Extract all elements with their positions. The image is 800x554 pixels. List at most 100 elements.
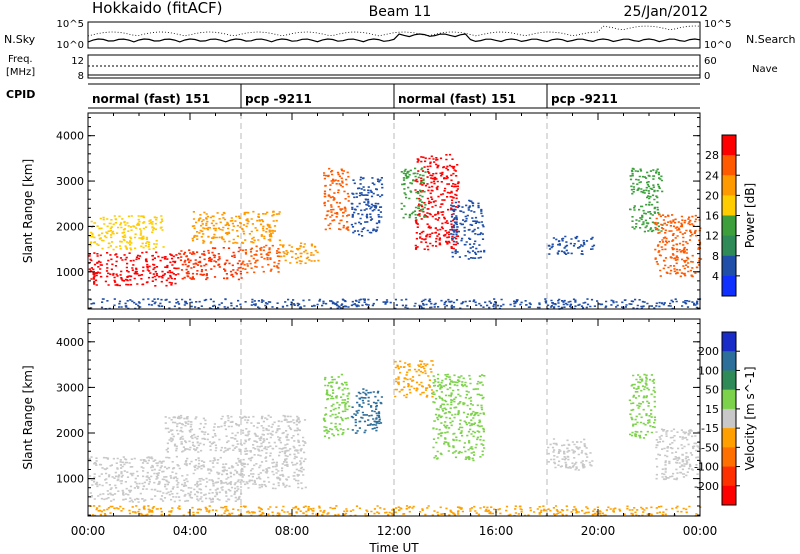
noise-panel: N.Sky 10^5 10^0 10^5 10^0 N.Search bbox=[4, 19, 796, 51]
colorbar-tick-label: 8 bbox=[712, 250, 719, 263]
colorbar-swatch bbox=[722, 466, 736, 487]
echo-region bbox=[400, 167, 427, 219]
echo-region bbox=[350, 388, 383, 434]
noise-right-tick-top: 10^5 bbox=[704, 19, 731, 30]
time-axis: 00:00 04:00 08:00 12:00 16:00 20:00 00:00 bbox=[71, 113, 718, 538]
echo-cells bbox=[547, 438, 594, 471]
colorbar-swatch bbox=[722, 135, 736, 156]
echo-region bbox=[88, 251, 180, 287]
colorbar-tick-label: -15 bbox=[701, 422, 719, 435]
echo-cells bbox=[450, 199, 486, 260]
echo-cells bbox=[394, 360, 435, 399]
nave-tick-bottom: 0 bbox=[704, 71, 710, 82]
x-tick-label: 08:00 bbox=[275, 524, 310, 538]
y-tick-label: 4000 bbox=[56, 130, 84, 143]
echo-region bbox=[88, 455, 244, 503]
echo-region bbox=[414, 153, 460, 251]
colorbar-swatch bbox=[722, 175, 736, 196]
echo-cells bbox=[241, 446, 307, 490]
echo-cells bbox=[414, 153, 460, 251]
colorbar-swatch bbox=[722, 351, 736, 371]
echo-cells bbox=[89, 215, 165, 251]
station-title: Hokkaido (fitACF) bbox=[92, 0, 223, 17]
colorbar-swatch bbox=[722, 389, 736, 410]
colorbar-swatch bbox=[722, 332, 736, 352]
noise-right-tick-bottom: 10^0 bbox=[704, 40, 731, 51]
echo-region bbox=[191, 210, 281, 244]
echo-region bbox=[394, 360, 435, 399]
colorbar-swatch bbox=[722, 255, 736, 277]
date-title: 25/Jan/2012 bbox=[624, 4, 708, 20]
x-tick-label: 12:00 bbox=[377, 524, 412, 538]
colorbar-tick-label: 4 bbox=[712, 270, 719, 283]
echo-cells bbox=[547, 235, 596, 255]
noise-panel-frame bbox=[87, 21, 701, 49]
echo-cells bbox=[322, 373, 351, 439]
echo-cells bbox=[177, 246, 243, 281]
colorbar-tick-label: -50 bbox=[701, 441, 719, 454]
cpid-segment-label: normal (fast) 151 bbox=[92, 92, 210, 106]
x-tick-label: 00:00 bbox=[683, 524, 718, 538]
echo-region bbox=[547, 235, 596, 255]
colorbar-tick-label: 24 bbox=[705, 169, 719, 182]
echo-cells bbox=[400, 167, 427, 219]
colorbar-swatch bbox=[722, 215, 736, 237]
y-axis-title: Slant Range [km] bbox=[21, 159, 35, 263]
colorbar-swatch bbox=[722, 408, 736, 429]
echo-cells bbox=[241, 244, 281, 274]
colorbar-tick-label: 28 bbox=[705, 149, 719, 162]
colorbar-swatch bbox=[722, 235, 736, 257]
freq-tick-bottom: 8 bbox=[78, 71, 84, 82]
echo-cells bbox=[350, 176, 384, 237]
echo-cells bbox=[432, 373, 486, 462]
freq-tick-top: 12 bbox=[71, 56, 84, 67]
nave-tick-top: 60 bbox=[704, 56, 717, 67]
echo-region bbox=[279, 242, 320, 265]
cpid-panel: CPID normal (fast) 151 pcp -9211 normal (f… bbox=[6, 83, 700, 109]
echo-region bbox=[90, 505, 702, 517]
y-tick-label: 3000 bbox=[56, 175, 84, 188]
colorbar-tick-label: 12 bbox=[705, 230, 719, 243]
cpid-label: CPID bbox=[6, 88, 35, 101]
y-tick-label: 2000 bbox=[56, 220, 84, 233]
colorbar-swatch bbox=[722, 195, 736, 216]
noise-right-label: N.Search bbox=[746, 33, 796, 46]
power-panel: 1000 2000 3000 4000 Slant Range [km] 28 24 20 16… bbox=[21, 112, 757, 310]
colorbar-swatch bbox=[722, 485, 736, 506]
echo-cells bbox=[164, 414, 307, 453]
x-tick-label: 20:00 bbox=[581, 524, 616, 538]
colorbar-tick-label: 16 bbox=[705, 210, 719, 223]
y-axis-title: Slant Range [km] bbox=[21, 365, 35, 469]
freq-label-1: Freq. bbox=[8, 54, 33, 65]
noise-left-tick-top: 10^5 bbox=[57, 19, 84, 30]
cpid-segments: normal (fast) 151 pcp -9211 normal (fast) … bbox=[92, 84, 618, 108]
echo-region bbox=[322, 373, 351, 439]
colorbar-swatch bbox=[722, 428, 736, 448]
echo-region bbox=[655, 428, 702, 481]
echo-cells bbox=[323, 167, 351, 231]
cpid-segment-label: normal (fast) 151 bbox=[398, 92, 516, 106]
velocity-panel: 1000 2000 3000 4000 Slant Range [km] 200 100 50… bbox=[21, 318, 757, 517]
colorbar-tick-label: -200 bbox=[694, 480, 719, 493]
y-tick-label: 4000 bbox=[56, 336, 84, 349]
echo-region bbox=[89, 298, 702, 310]
frequency-panel: Freq. [MHz] 12 8 60 0 Nave bbox=[6, 54, 778, 82]
echo-region bbox=[323, 167, 351, 231]
echo-cells bbox=[629, 167, 664, 233]
colorbar-title: Power [dB] bbox=[743, 183, 757, 248]
echo-region bbox=[547, 438, 594, 471]
colorbar-swatch bbox=[722, 275, 736, 297]
colorbar-tick-label: 200 bbox=[698, 345, 719, 358]
echo-region bbox=[241, 446, 307, 490]
colorbar-tick-label: 15 bbox=[705, 403, 719, 416]
x-axis-title: Time UT bbox=[368, 541, 419, 554]
echo-cells bbox=[89, 298, 702, 310]
echo-region bbox=[177, 246, 243, 281]
echo-cells bbox=[88, 455, 244, 503]
noise-sky-trace bbox=[87, 33, 701, 43]
echo-region bbox=[628, 373, 657, 439]
echo-cells bbox=[279, 242, 320, 265]
y-tick-label: 1000 bbox=[56, 266, 84, 279]
colorbar-tick-label: -100 bbox=[694, 461, 719, 474]
